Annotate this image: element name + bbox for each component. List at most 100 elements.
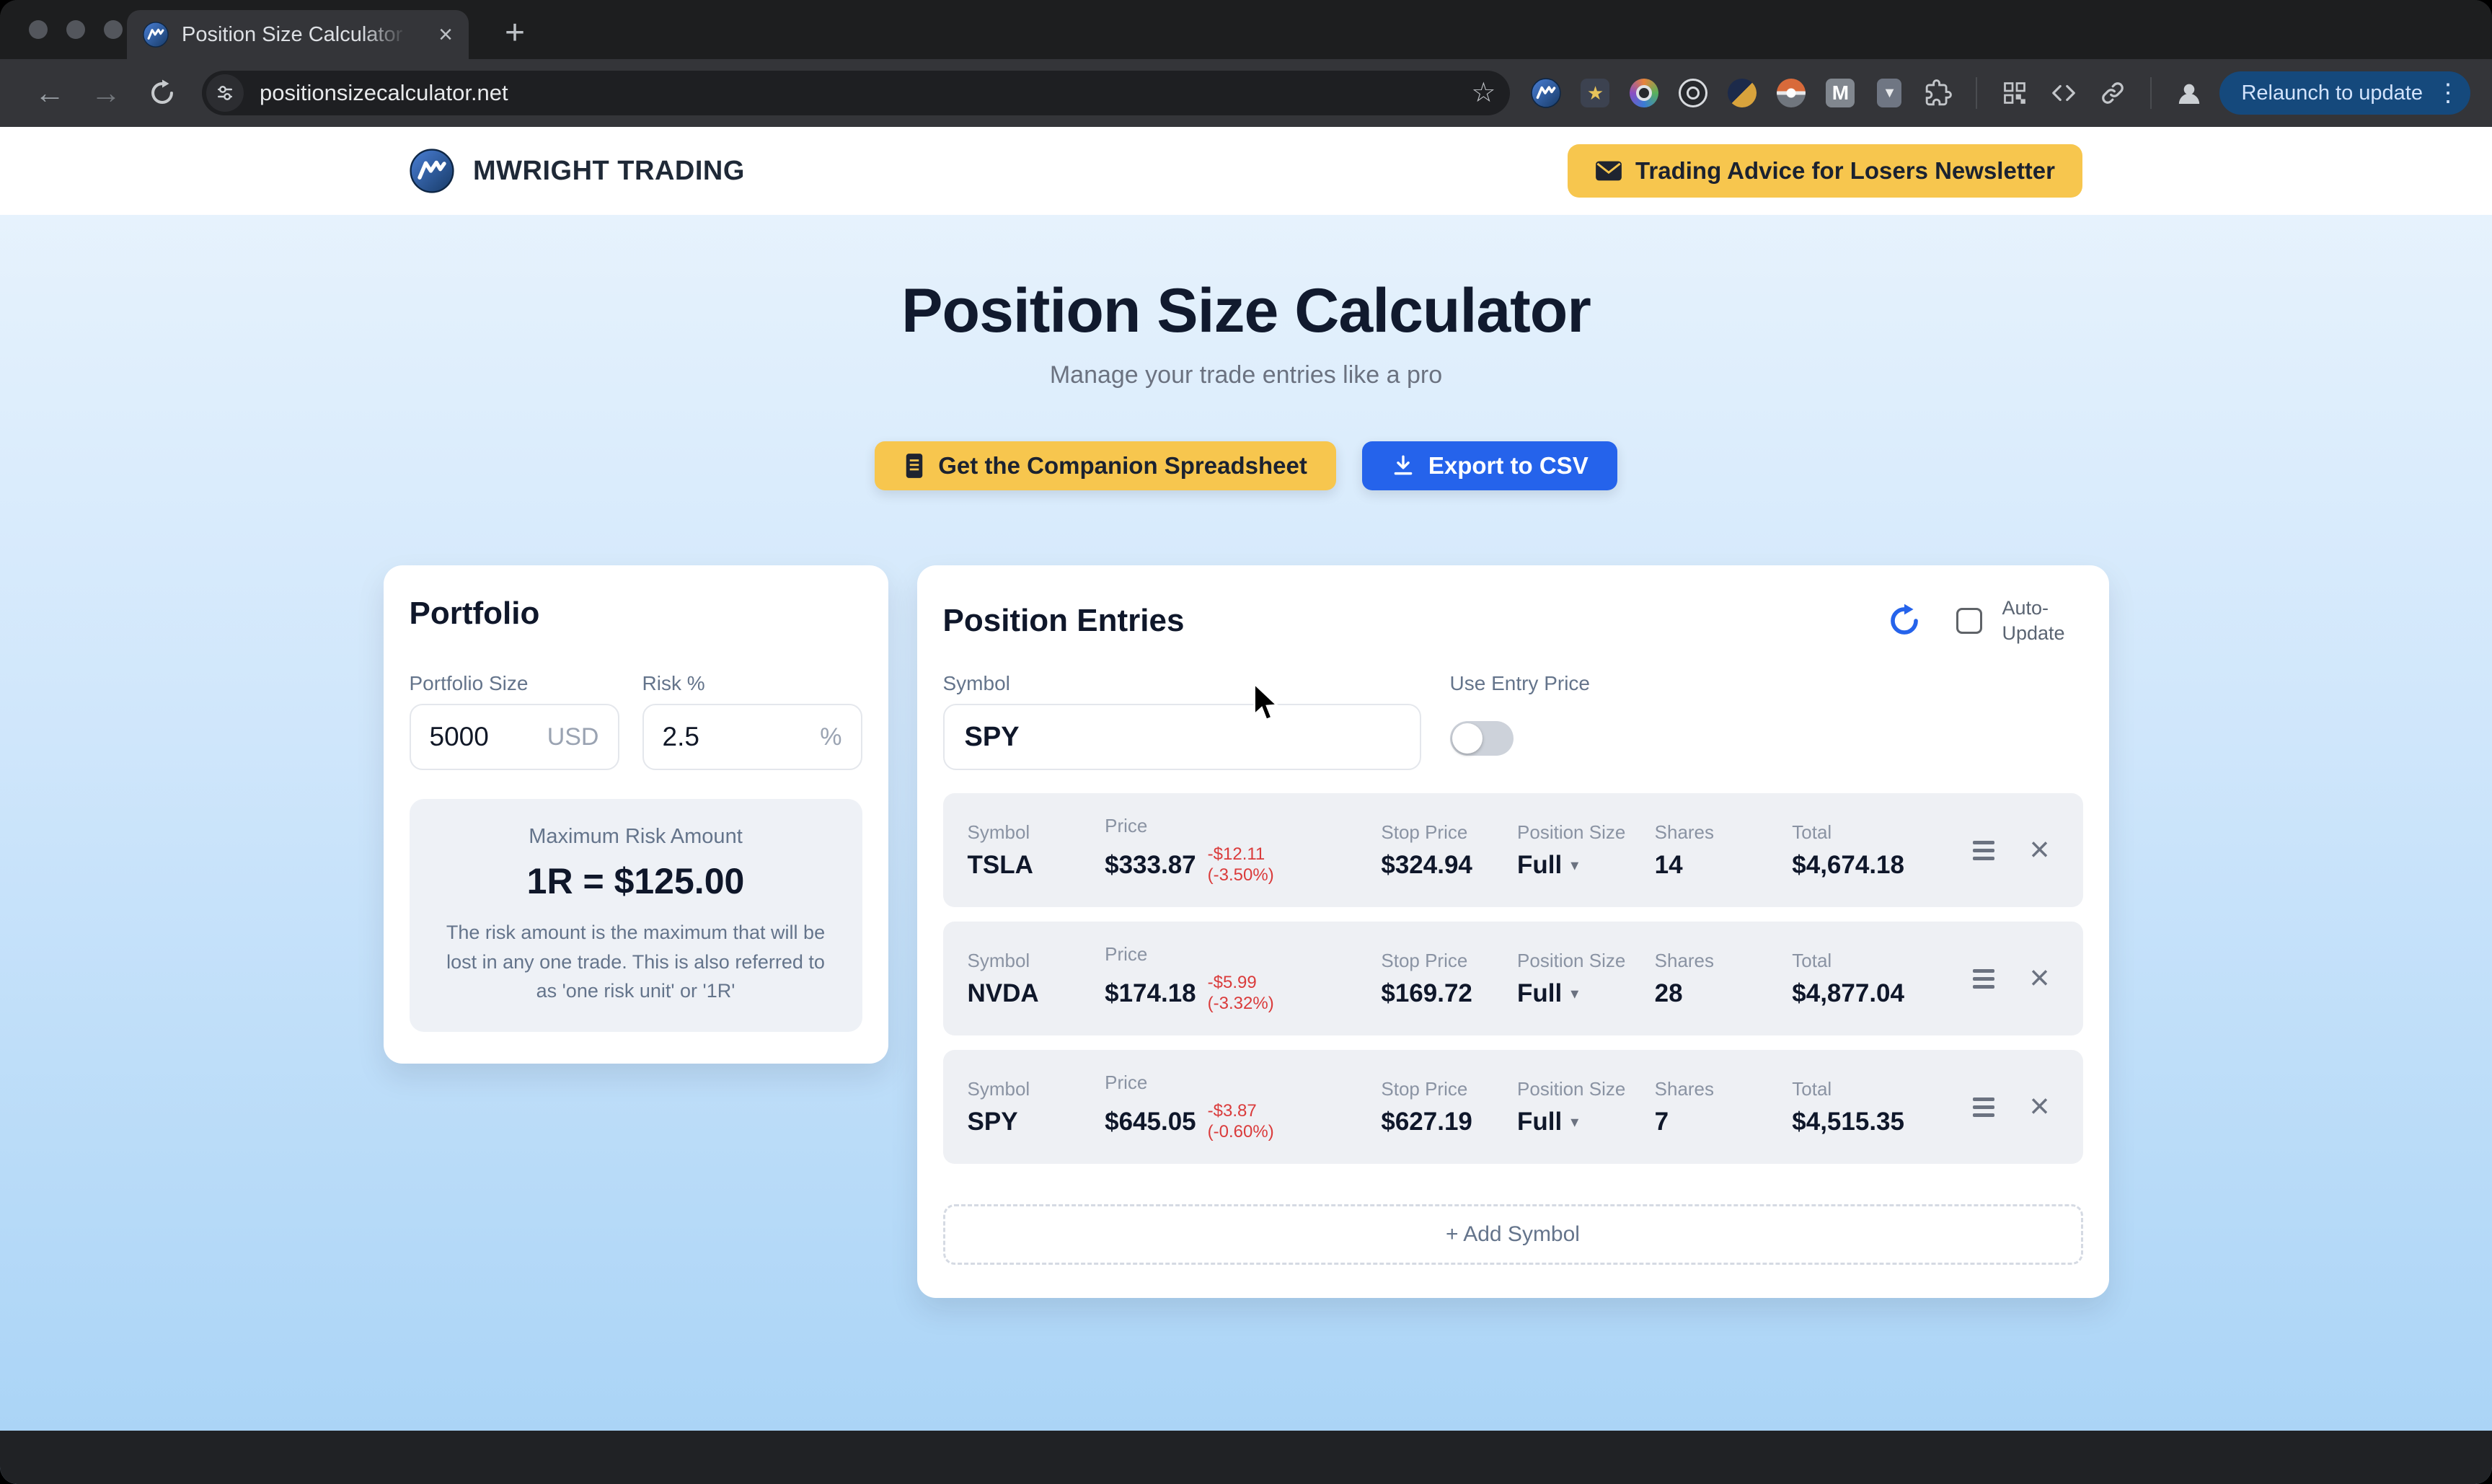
page-title: Position Size Calculator: [901, 276, 1591, 345]
extension-feather-icon[interactable]: [1726, 77, 1758, 109]
position-rows: Symbol TSLA Price $333.87 -$12.11 (-3.50%)…: [942, 793, 2083, 1165]
position-row-nvda: Symbol NVDA Price $174.18 -$5.99 (-3.32%) …: [942, 922, 2083, 1036]
brand-logo-icon: [410, 149, 454, 193]
portfolio-card: Portfolio Portfolio Size 5000 USD Risk %…: [383, 565, 888, 1064]
position-entries-card: Position Entries Auto-Update Symbol: [916, 565, 2109, 1299]
symbol-input[interactable]: SPY: [942, 704, 1421, 771]
symbol-label: Symbol: [942, 672, 1010, 695]
tab-strip: Position Size Calculator | MW × +: [0, 0, 2492, 59]
row-stop-price: $324.94: [1381, 850, 1472, 879]
download-icon: [1394, 455, 1413, 475]
portfolio-size-input[interactable]: 5000 USD: [409, 704, 619, 770]
position-row-tsla: Symbol TSLA Price $333.87 -$12.11 (-3.50%)…: [942, 793, 2083, 908]
relaunch-to-update-button[interactable]: Relaunch to update ⋮: [2219, 71, 2470, 115]
code-icon[interactable]: [2048, 77, 2080, 109]
row-total: $4,515.35: [1792, 1107, 1904, 1136]
position-row-spy: Symbol SPY Price $645.05 -$3.87 (-0.60%) S…: [942, 1050, 2083, 1165]
row-stop-price: $169.72: [1381, 979, 1472, 1007]
toggle-knob: [1452, 723, 1483, 754]
page-subtitle: Manage your trade entries like a pro: [1049, 361, 1443, 389]
profile-avatar[interactable]: [2173, 77, 2205, 109]
forward-icon[interactable]: →: [91, 76, 121, 110]
back-icon[interactable]: ←: [35, 76, 65, 110]
row-price: $645.05: [1105, 1107, 1196, 1136]
extension-star-icon[interactable]: ★: [1579, 77, 1611, 109]
row-symbol: NVDA: [967, 979, 1039, 1007]
row-stop-price: $627.19: [1381, 1107, 1472, 1136]
envelope-icon: [1596, 161, 1622, 181]
position-size-dropdown[interactable]: Full ▾: [1517, 1107, 1579, 1136]
risk-percent-input[interactable]: 2.5 %: [642, 704, 862, 770]
browser-tab[interactable]: Position Size Calculator | MW ×: [127, 10, 469, 59]
chevron-down-icon: ▾: [1570, 855, 1579, 874]
window-close-button[interactable]: [29, 20, 48, 39]
export-csv-button[interactable]: Export to CSV: [1361, 441, 1617, 490]
auto-update-label: Auto-Update: [2002, 597, 2065, 645]
bookmark-star-icon[interactable]: ☆: [1471, 78, 1496, 108]
refresh-icon[interactable]: [1886, 602, 1923, 640]
hero: Position Size Calculator Manage your tra…: [0, 275, 2492, 490]
position-size-dropdown[interactable]: Full ▾: [1517, 979, 1579, 1007]
site-favicon: [143, 22, 169, 48]
extension-download-icon[interactable]: ▼: [1873, 77, 1905, 109]
row-symbol: SPY: [967, 1107, 1018, 1136]
document-icon: [906, 454, 923, 478]
price-change: -$5.99 (-3.32%): [1207, 972, 1274, 1013]
position-entries-heading: Position Entries: [942, 603, 1185, 639]
browser-menu-kebab-icon[interactable]: ⋮: [2436, 79, 2460, 107]
site-header: MWRIGHT TRADING Trading Advice for Loser…: [0, 127, 2492, 215]
max-risk-description: The risk amount is the maximum that will…: [446, 922, 826, 1002]
risk-percent-label: Risk %: [642, 672, 705, 694]
address-bar[interactable]: positionsizecalculator.net ☆: [202, 71, 1511, 115]
drag-handle-icon[interactable]: [1973, 840, 1995, 860]
portfolio-heading: Portfolio: [409, 596, 540, 631]
price-change: -$12.11 (-3.50%): [1207, 844, 1274, 885]
site-settings-icon[interactable]: [206, 74, 244, 112]
remove-row-icon[interactable]: ×: [2029, 959, 2050, 998]
price-change: -$3.87 (-0.60%): [1207, 1100, 1274, 1141]
newsletter-button[interactable]: Trading Advice for Losers Newsletter: [1568, 144, 2082, 198]
toolbar-divider: [1976, 77, 1978, 109]
add-symbol-button[interactable]: + Add Symbol: [942, 1204, 2083, 1266]
remove-row-icon[interactable]: ×: [2029, 831, 2050, 870]
extensions-bar: ★ M ▼: [1530, 77, 2205, 109]
brand[interactable]: MWRIGHT TRADING: [410, 149, 745, 193]
url-text[interactable]: positionsizecalculator.net: [260, 80, 508, 105]
auto-update-checkbox[interactable]: [1956, 608, 1982, 635]
toolbar-divider: [2150, 77, 2152, 109]
companion-spreadsheet-button[interactable]: Get the Companion Spreadsheet: [875, 441, 1336, 490]
extensions-puzzle-icon[interactable]: [1922, 77, 1954, 109]
window-minimize-button[interactable]: [66, 20, 85, 39]
drag-handle-icon[interactable]: [1973, 968, 1995, 989]
row-total: $4,674.18: [1792, 850, 1904, 879]
remove-row-icon[interactable]: ×: [2029, 1087, 2050, 1126]
row-price: $174.18: [1105, 979, 1196, 1007]
extension-target-icon[interactable]: [1677, 77, 1709, 109]
extension-m-icon[interactable]: M: [1824, 77, 1856, 109]
new-tab-button[interactable]: +: [505, 14, 526, 52]
max-risk-value: 1R = $125.00: [526, 861, 745, 901]
row-price: $333.87: [1105, 850, 1196, 879]
percent-suffix: %: [820, 723, 842, 751]
window-zoom-button[interactable]: [104, 20, 123, 39]
link-icon[interactable]: [2097, 77, 2129, 109]
position-size-dropdown[interactable]: Full ▾: [1517, 850, 1579, 879]
page-body: MWRIGHT TRADING Trading Advice for Loser…: [0, 127, 2492, 1484]
max-risk-label: Maximum Risk Amount: [529, 825, 743, 848]
row-shares: 28: [1654, 979, 1683, 1007]
drag-handle-icon[interactable]: [1973, 1097, 1995, 1117]
row-shares: 14: [1654, 850, 1683, 879]
row-symbol: TSLA: [967, 850, 1033, 879]
use-entry-price-toggle[interactable]: [1449, 721, 1514, 756]
row-total: $4,877.04: [1792, 979, 1904, 1007]
row-shares: 7: [1654, 1107, 1669, 1136]
extension-mwright-icon[interactable]: [1530, 77, 1562, 109]
extension-pokeball-icon[interactable]: [1775, 77, 1807, 109]
extension-lens-icon[interactable]: [1628, 77, 1660, 109]
grid-icon[interactable]: [1999, 77, 2031, 109]
use-entry-price-label: Use Entry Price: [1449, 672, 1591, 695]
tab-close-icon[interactable]: ×: [438, 21, 453, 48]
reload-icon[interactable]: [147, 78, 177, 108]
page-footer: [0, 1431, 2492, 1484]
